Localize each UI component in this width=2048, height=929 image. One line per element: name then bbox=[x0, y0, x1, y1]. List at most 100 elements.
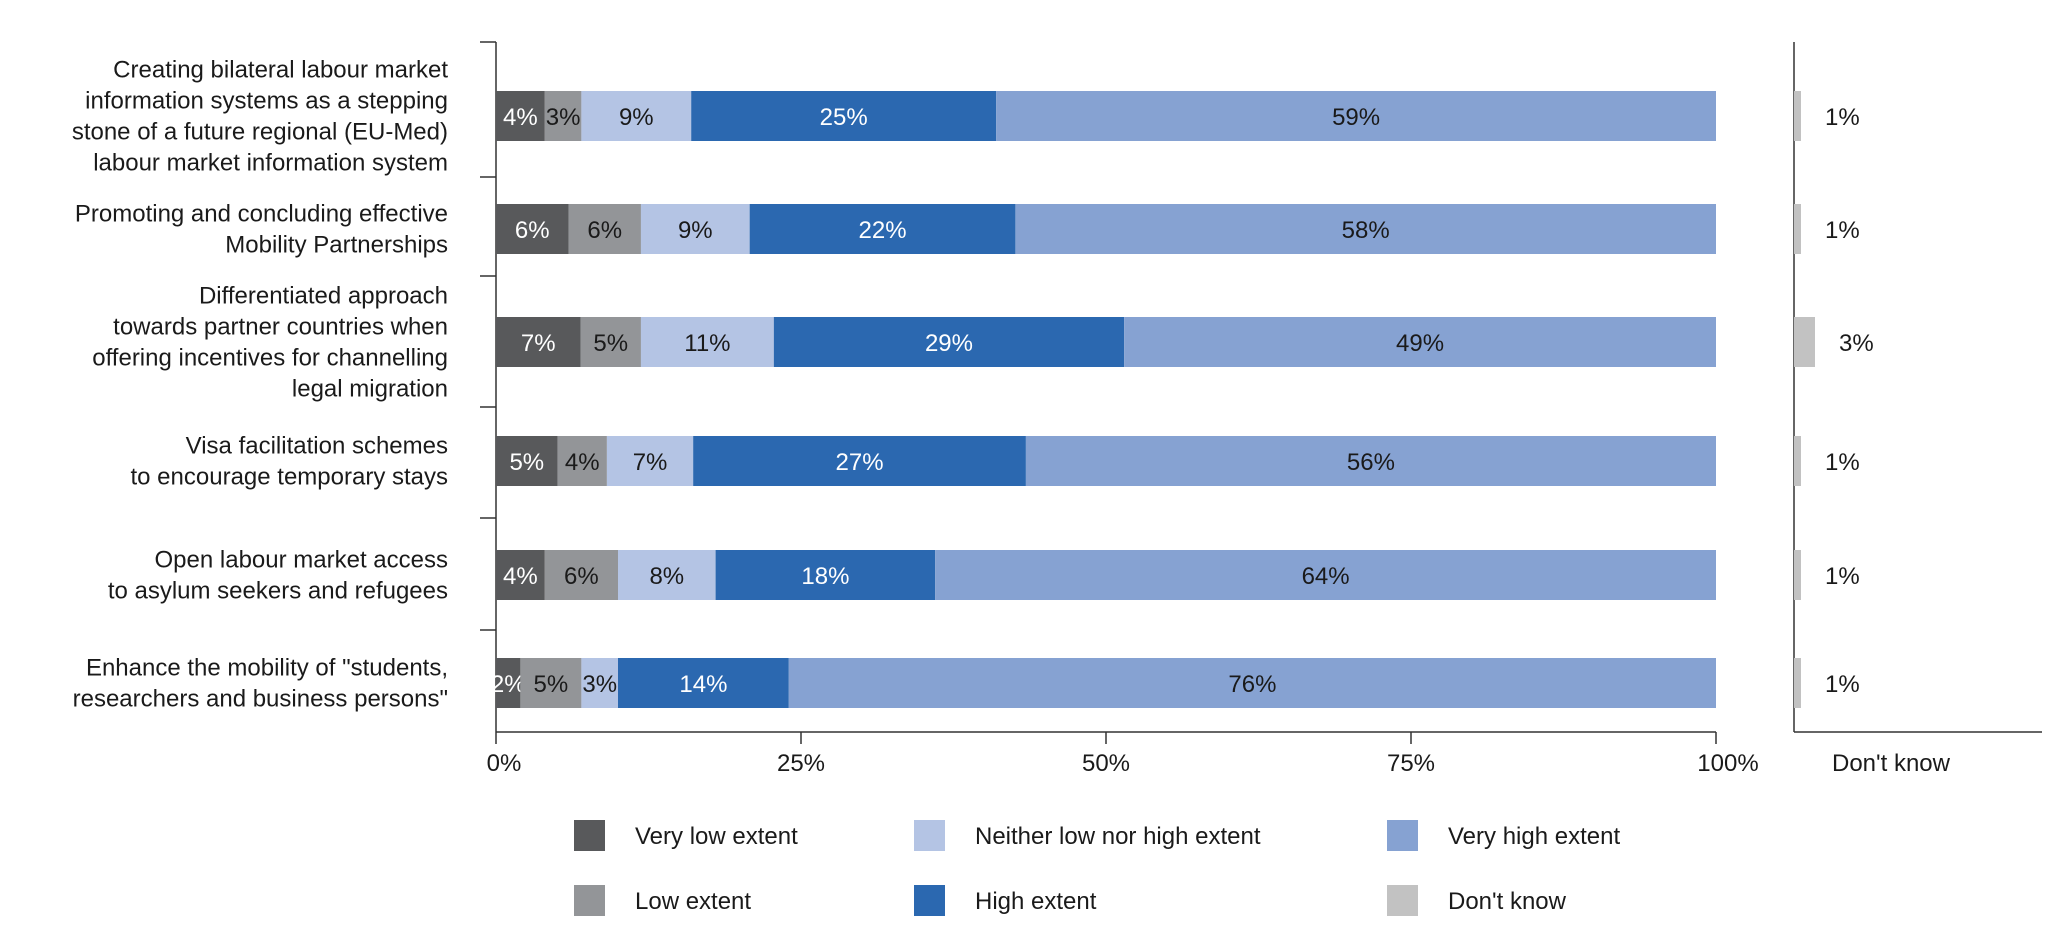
x-tick-label: 50% bbox=[1082, 750, 1130, 777]
bar-value-label: 64% bbox=[1302, 563, 1350, 590]
legend-swatch bbox=[1387, 820, 1418, 851]
dont-know-value-label: 1% bbox=[1825, 449, 1860, 476]
dont-know-value-label: 1% bbox=[1825, 104, 1860, 131]
bar-segment bbox=[640, 204, 750, 254]
dont-know-bar bbox=[1794, 317, 1815, 367]
category-label: Differentiated approach towards partner c… bbox=[92, 283, 448, 403]
category-label-line: Visa facilitation schemes bbox=[186, 433, 448, 460]
bar-segment bbox=[606, 436, 694, 486]
bar-value-label: 2% bbox=[491, 671, 526, 698]
legend-swatch bbox=[574, 885, 605, 916]
bar-value-label: 9% bbox=[678, 217, 713, 244]
bar-segment bbox=[788, 658, 1716, 708]
category-label-line: Mobility Partnerships bbox=[225, 232, 448, 259]
bar-value-label: 9% bbox=[619, 104, 654, 131]
bar-value-label: 56% bbox=[1347, 449, 1395, 476]
bar-value-label: 58% bbox=[1342, 217, 1390, 244]
bar-segment bbox=[496, 550, 545, 600]
bar-segment bbox=[935, 550, 1716, 600]
bar-value-label: 4% bbox=[503, 563, 538, 590]
bar-segment bbox=[520, 658, 582, 708]
bar-value-label: 25% bbox=[820, 104, 868, 131]
bar-value-label: 5% bbox=[509, 449, 544, 476]
legend-swatch bbox=[1387, 885, 1418, 916]
bar-segment bbox=[773, 317, 1125, 367]
category-label-line: to asylum seekers and refugees bbox=[108, 578, 448, 605]
bar-segment bbox=[715, 550, 936, 600]
bar-segments: 4% 3% 9% 25% 59% 6% 6% 9% 22% 58% 7% 5% 11% 29% 49% 5% 4… bbox=[491, 91, 1716, 708]
legend-label: Low extent bbox=[635, 888, 751, 915]
category-label-line: Differentiated approach bbox=[199, 283, 448, 310]
category-label-line: Creating bilateral labour market bbox=[113, 57, 448, 84]
bar-value-label: 7% bbox=[521, 330, 556, 357]
legend-swatch bbox=[574, 820, 605, 851]
bar-value-label: 27% bbox=[836, 449, 884, 476]
bar-value-label: 29% bbox=[925, 330, 973, 357]
bar-value-label: 4% bbox=[503, 104, 538, 131]
bar-value-label: 59% bbox=[1332, 104, 1380, 131]
dont-know-bar bbox=[1794, 550, 1801, 600]
bar-segment bbox=[496, 658, 521, 708]
dont-know-value-label: 1% bbox=[1825, 671, 1860, 698]
category-label: Creating bilateral labour market informat… bbox=[72, 57, 449, 177]
bar-segment bbox=[581, 91, 692, 141]
bar-value-label: 4% bbox=[565, 449, 600, 476]
x-tick-label: 100% bbox=[1697, 750, 1758, 777]
legend-swatch bbox=[914, 885, 945, 916]
dont-know-value-label: 1% bbox=[1825, 563, 1860, 590]
bar-segment bbox=[496, 317, 581, 367]
category-labels: Creating bilateral labour market informat… bbox=[72, 57, 449, 713]
bar-segment bbox=[691, 91, 997, 141]
bar-segment bbox=[996, 91, 1716, 141]
bar-value-label: 3% bbox=[546, 104, 581, 131]
bar-value-label: 22% bbox=[859, 217, 907, 244]
bar-segment bbox=[693, 436, 1026, 486]
category-label: Visa facilitation schemes to encourage te… bbox=[131, 433, 449, 491]
bar-value-label: 11% bbox=[684, 330, 730, 357]
legend-label: Don't know bbox=[1448, 888, 1567, 915]
category-label: Promoting and concluding effective Mobili… bbox=[75, 201, 448, 259]
category-label-line: stone of a future regional (EU-Med) bbox=[72, 119, 448, 146]
bar-segment bbox=[544, 91, 582, 141]
bar-value-label: 6% bbox=[564, 563, 599, 590]
bar-value-label: 5% bbox=[534, 671, 569, 698]
legend-label: Neither low nor high extent bbox=[975, 823, 1261, 850]
dont-know-panel: 1% 1% 3% 1% 1% 1% Don't know bbox=[1793, 42, 2042, 777]
bar-segment bbox=[618, 550, 716, 600]
category-label-line: legal migration bbox=[292, 376, 448, 403]
bar-value-label: 6% bbox=[587, 217, 622, 244]
category-label-line: researchers and business persons" bbox=[73, 686, 448, 713]
bar-value-label: 49% bbox=[1396, 330, 1444, 357]
bar-segment bbox=[568, 204, 641, 254]
bar-segment bbox=[749, 204, 1016, 254]
bar-value-label: 6% bbox=[515, 217, 550, 244]
bar-segment bbox=[1124, 317, 1716, 367]
legend: Very low extent Neither low nor high exte… bbox=[574, 820, 1620, 916]
bar-value-label: 3% bbox=[582, 671, 617, 698]
bar-value-label: 5% bbox=[593, 330, 628, 357]
chart-axes bbox=[480, 41, 1716, 733]
category-label-line: information systems as a stepping bbox=[85, 88, 448, 115]
bar-segment bbox=[544, 550, 618, 600]
bar-segment bbox=[1025, 436, 1716, 486]
category-label-line: labour market information system bbox=[93, 150, 448, 177]
bar-value-label: 18% bbox=[801, 563, 849, 590]
x-axis-ticks: 0% 25% 50% 75% 100% bbox=[487, 732, 1759, 777]
bar-value-label: 14% bbox=[679, 671, 727, 698]
category-label-line: offering incentives for channelling bbox=[92, 345, 448, 372]
category-label: Open labour market access to asylum seeke… bbox=[108, 547, 448, 605]
dont-know-axis-label: Don't know bbox=[1832, 750, 1951, 777]
legend-label: Very low extent bbox=[635, 823, 798, 850]
category-label-line: Promoting and concluding effective bbox=[75, 201, 448, 228]
legend-label: High extent bbox=[975, 888, 1097, 915]
bar-value-label: 7% bbox=[633, 449, 668, 476]
dont-know-bar bbox=[1794, 658, 1801, 708]
dont-know-bar bbox=[1794, 91, 1801, 141]
legend-label: Very high extent bbox=[1448, 823, 1620, 850]
bar-segment bbox=[496, 436, 558, 486]
bar-segment bbox=[581, 658, 618, 708]
bar-segment bbox=[618, 658, 789, 708]
category-label: Enhance the mobility of "students, resear… bbox=[73, 655, 448, 713]
bar-segment bbox=[1015, 204, 1716, 254]
